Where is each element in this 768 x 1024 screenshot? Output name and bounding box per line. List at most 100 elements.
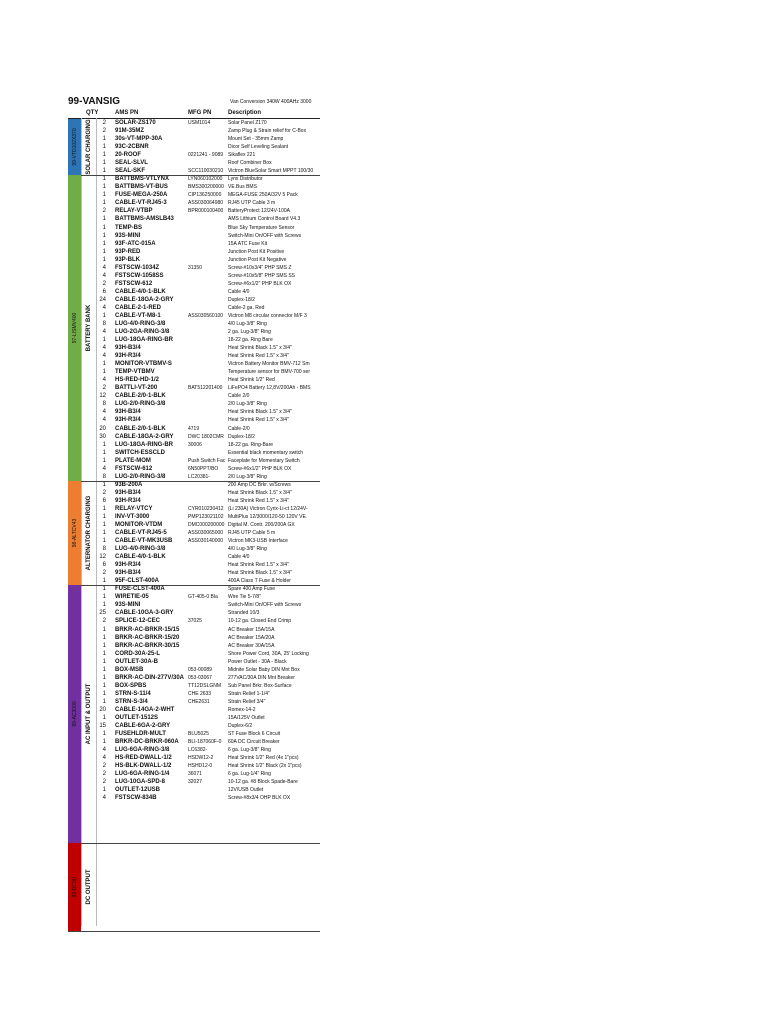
section-divider	[68, 931, 320, 933]
mfg-pn-cell: BLI-187060F-0	[188, 739, 222, 746]
description-cell: 4/0 Lug-3/8" Ring	[228, 321, 267, 327]
ams-pn-cell: CABLE-10GA-3-GRY	[115, 610, 174, 617]
ams-pn-cell: OUTLET-12USB	[115, 787, 161, 794]
ams-pn-cell: HS-RED-HD-1/2	[115, 377, 160, 384]
ams-pn-cell: WIRETIE-05	[115, 594, 149, 601]
description-cell: Strain Relief 3/4"	[228, 698, 266, 705]
qty-cell: 1	[102, 586, 106, 593]
ams-pn-cell: BATTBMS-VTLYNX	[115, 176, 169, 183]
description-cell: 200 Amp DC Brkr. w/Screws	[228, 481, 291, 488]
table-row: 2 93H-B3/4 Heat Shrink Black 1.5" x 3/4"	[0, 569, 768, 577]
mfg-pn-cell: CYR010230412	[188, 505, 224, 512]
sheet-subtitle: Van Conversion 340W 400AHz 3000	[230, 99, 312, 105]
table-row: 15 CABLE-6GA-2-GRY Duplex-6/2	[0, 722, 768, 730]
table-row: 1 SEAL-SLVL Roof Combiner Box	[0, 159, 768, 167]
ams-pn-cell: LUG-2GA-RING-3/8	[115, 329, 170, 336]
description-cell: Victron M8 circular connector M/F 3	[228, 312, 307, 319]
description-cell: 15A/125V Outlet	[228, 714, 265, 721]
qty-cell: 2	[102, 771, 106, 778]
qty-cell: 1	[102, 369, 106, 376]
table-row: 4 FSTSCW-834B Screw-#8x3/4 OHP BLK OX	[0, 794, 768, 802]
table-row: 1 STRN-S-11/4 CHE 2633 Strain Relief 1-1/4"	[0, 690, 768, 698]
qty-cell: 1	[102, 578, 106, 585]
table-row: 1 SWITCH-ESSCLD Essential black momentary …	[0, 449, 768, 457]
table-row: 1 WIRETIE-05 GT-405-0 Bla Wire Tie 5-7/8"	[0, 593, 768, 601]
header-mfg-pn: MFG PN	[188, 110, 212, 116]
description-cell: Romex-14-2	[228, 706, 256, 713]
table-row: 1 BRKR-AC-DIN-277V/30A 053-03067 277VAC/30A…	[0, 674, 768, 682]
ams-pn-cell: CABLE-VT-RJ45-5	[115, 530, 167, 537]
description-cell: Wire Tie 5-7/8"	[228, 594, 261, 601]
qty-cell: 1	[102, 449, 106, 456]
mfg-pn-cell: USM1014	[188, 120, 211, 126]
ams-pn-cell: CABLE-2/0-1-BLK	[115, 393, 166, 400]
description-cell: Victron Battery Monitor BMV-712 Sm	[228, 361, 310, 368]
qty-cell: 6	[102, 288, 106, 295]
qty-cell: 1	[102, 666, 106, 673]
ams-pn-cell: BATTLI-VT-200	[115, 385, 158, 392]
qty-cell: 4	[102, 747, 106, 754]
section-color-band	[68, 842, 81, 932]
qty-cell: 1	[102, 160, 106, 167]
ams-pn-cell: BATTBMS-AMSLB43	[115, 216, 174, 223]
ams-pn-cell: FSTSCW-612	[115, 280, 153, 287]
qty-cell: 1	[102, 337, 106, 344]
qty-cell: 20	[99, 706, 106, 713]
description-cell: Power Outlet - 30A - Black	[228, 658, 287, 665]
table-row: 1 BOX-MSB 053-00089 Midnite Solar Baby DIN …	[0, 666, 768, 674]
description-cell: (Li 230A) Victron Cyrix-Li-ct 12/24V-	[228, 505, 308, 512]
table-row: 8 LUG-2/0-RING-3/8 2/0 Lug-3/8" Ring	[0, 400, 768, 408]
description-cell: Heat Shrink 1/2" Red	[228, 377, 275, 384]
mfg-pn-cell: BMS300200000	[188, 184, 224, 191]
mfg-pn-cell: 32027	[188, 779, 202, 786]
table-row: 1 93P-BLK Junction Post Kit Negative	[0, 256, 768, 264]
qty-cell: 4	[102, 304, 106, 311]
qty-cell: 1	[102, 256, 106, 263]
label-divider	[96, 118, 97, 926]
qty-cell: 1	[102, 538, 106, 545]
table-row: 4 93H-R3/4 Heat Shrink Red 1.5" x 3/4"	[0, 416, 768, 424]
mfg-pn-cell: 6N50PPT/BO	[188, 465, 219, 472]
qty-cell: 12	[99, 554, 106, 561]
ams-pn-cell: CABLE-18GA-2-GRY	[115, 296, 174, 303]
mfg-pn-cell: 30006	[188, 441, 202, 448]
table-row: 2 93H-B3/4 Heat Shrink Black 1.5" x 3/4"	[0, 489, 768, 497]
description-cell: Mount Set - 35mm Zamp	[228, 136, 284, 143]
ams-pn-cell: TEMP-VTBMV	[115, 369, 155, 376]
description-cell: 18-22 ga. Ring-Bare	[228, 441, 274, 448]
qty-cell: 1	[102, 184, 106, 191]
mfg-pn-cell: BAT512201400	[188, 385, 223, 392]
ams-pn-cell: CABLE-VT-M8-1	[115, 312, 161, 319]
ams-pn-cell: LUG-4/0-RING-3/8	[115, 546, 166, 553]
ams-pn-cell: RELAY-VTBP	[115, 208, 153, 215]
qty-cell: 1	[102, 136, 106, 143]
table-row: 2 BATTLI-VT-200 BAT512201400 LiFePO4 Batter…	[0, 384, 768, 392]
table-row: 2 SOLAR-ZS170 USM1014 Solar Panel Z170	[0, 119, 768, 127]
ams-pn-cell: 91M-35MZ	[115, 128, 145, 135]
description-cell: Duplex-18/2	[228, 433, 255, 440]
table-row: 1 OUTLET-12USB 12V/USB Outlet	[0, 786, 768, 794]
description-cell: 2/0 Lug-3/8" Ring	[228, 401, 267, 408]
qty-cell: 1	[102, 731, 106, 738]
qty-cell: 30	[99, 433, 106, 440]
description-cell: 4/0 Lug-3/8" Ring	[228, 546, 267, 553]
qty-cell: 4	[102, 329, 106, 336]
table-row: 8 LUG-4/0-RING-3/8 4/0 Lug-3/8" Ring	[0, 320, 768, 328]
description-cell: RJ45 UTP Cable 3 m	[228, 200, 276, 207]
description-cell: Solar Panel Z170	[228, 120, 267, 126]
description-cell: Cable-2 ga. Red	[228, 304, 265, 311]
table-row: 1 FUSEHLDR-MULT BLU5025 ST Fuse Block 6 Cir…	[0, 730, 768, 738]
description-cell: Sub Panel Brkr. Box-Surface	[228, 682, 292, 689]
table-row: 4 HS-RED-DWALL-1/2 HSDW12-2 Heat Shrink 1/2…	[0, 754, 768, 762]
table-row: 1 93C-2CBNR Dicor Self Leveling Sealant	[0, 143, 768, 151]
table-row: 1 BRKR-AC-BRKR-30/15 AC Breaker 30A/15A	[0, 642, 768, 650]
table-row: 6 93H-R3/4 Heat Shrink Red 1.5" x 3/4"	[0, 561, 768, 569]
qty-cell: 1	[102, 361, 106, 368]
qty-cell: 1	[102, 682, 106, 689]
section-color-band	[68, 175, 81, 481]
description-cell: Sikaflex 221	[228, 152, 256, 159]
section-code-label: 99-DC0U	[71, 876, 78, 898]
mfg-pn-cell: SCC110030210	[188, 168, 224, 175]
mfg-pn-cell: CIP136250000	[188, 192, 222, 199]
table-row: 1 OUTLET-1512S 15A/125V Outlet	[0, 714, 768, 722]
